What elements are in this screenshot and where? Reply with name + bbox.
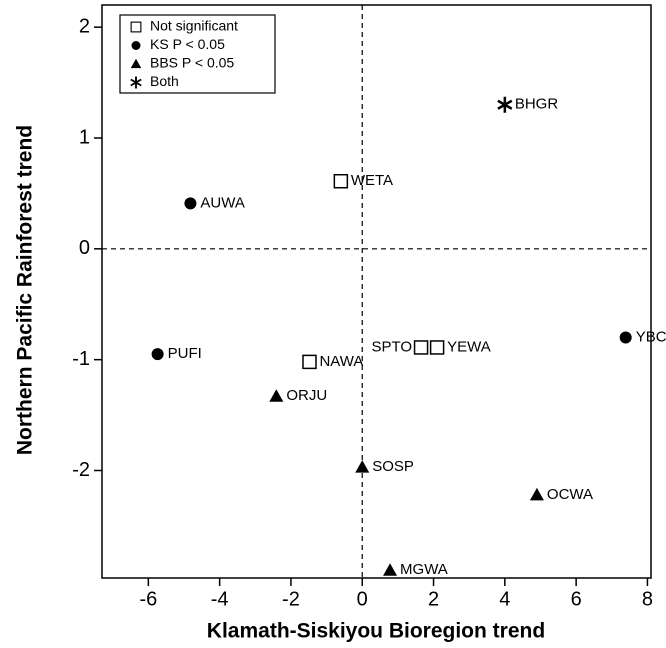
point — [355, 460, 370, 473]
point-label: YEWA — [447, 338, 491, 355]
x-tick-label: 8 — [642, 588, 653, 610]
point — [529, 487, 544, 501]
y-tick-label: 0 — [79, 237, 90, 259]
point — [269, 389, 284, 402]
point — [383, 563, 398, 576]
point — [184, 197, 197, 210]
y-tick-label: -2 — [72, 459, 90, 481]
x-tick-label: 0 — [357, 588, 368, 610]
plot-frame — [101, 4, 652, 579]
legend-label: Both — [150, 73, 179, 89]
legend-label: Not significant — [150, 18, 238, 34]
point-label: YBCH — [636, 328, 666, 345]
x-tick-label: -2 — [282, 588, 300, 610]
y-tick-label: 2 — [79, 15, 90, 37]
x-tick-label: -6 — [139, 588, 157, 610]
point-label: AUWA — [200, 194, 244, 211]
legend-marker — [130, 21, 142, 33]
x-tick-label: 4 — [499, 588, 510, 610]
point-label: PUFI — [168, 345, 202, 362]
point — [302, 354, 317, 370]
point — [333, 173, 349, 189]
point-label: OCWA — [547, 486, 593, 503]
y-tick-label: 1 — [79, 126, 90, 148]
point-label: BHGR — [515, 96, 559, 113]
legend-box — [119, 14, 276, 94]
point — [413, 340, 429, 355]
legend-marker — [130, 58, 142, 69]
point-label: ORJU — [286, 387, 327, 404]
x-axis-title: Klamath-Siskiyou Bioregion trend — [207, 620, 545, 643]
x-tick-label: -4 — [211, 588, 229, 610]
y-axis-title: Northern Pacific Rainforest trend — [14, 125, 37, 455]
point-label: SPTO — [371, 338, 412, 355]
point — [429, 340, 445, 355]
x-tick-label: 2 — [428, 588, 439, 610]
point-label: NAWA — [319, 353, 363, 370]
legend-label: KS P < 0.05 — [150, 36, 225, 52]
legend-label: BBS P < 0.05 — [150, 55, 234, 71]
x-tick-label: 6 — [571, 588, 582, 610]
point — [151, 348, 164, 361]
point — [619, 331, 632, 344]
legend-marker — [130, 76, 142, 89]
point-label: WETA — [351, 172, 393, 189]
point-label: SOSP — [372, 458, 414, 475]
legend-marker — [131, 41, 141, 50]
y-tick-label: -1 — [72, 348, 90, 370]
point-label: MGWA — [400, 561, 448, 578]
point — [497, 96, 513, 113]
